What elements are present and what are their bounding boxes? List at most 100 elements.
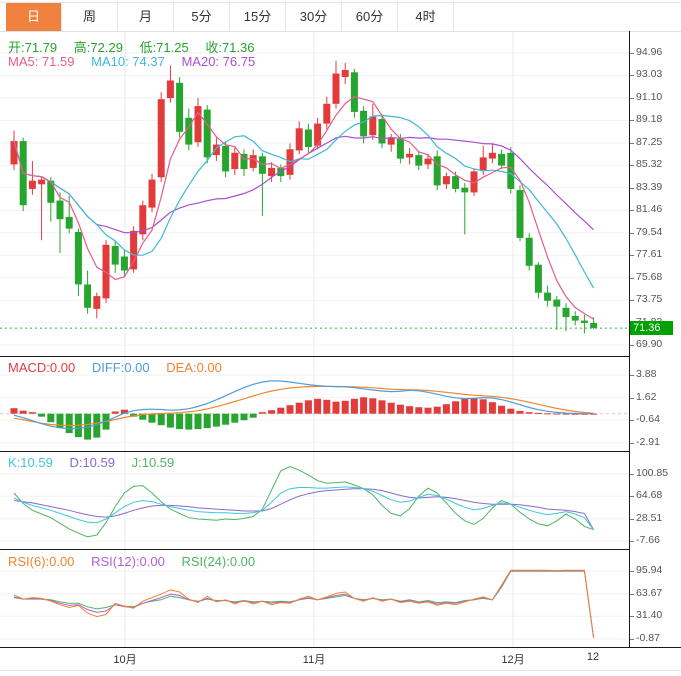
macd-histogram-bar — [277, 407, 285, 414]
macd-histogram-bar — [378, 400, 386, 414]
macd-histogram-bar — [166, 413, 174, 428]
candle-body — [341, 70, 349, 77]
x-axis-label: 12月 — [501, 654, 525, 666]
rsi-panel-chart[interactable] — [0, 549, 681, 647]
toolbar-tab[interactable]: 15分 — [230, 3, 286, 31]
candle-body — [203, 109, 211, 158]
d-value: D:10.59 — [69, 455, 115, 470]
y-axis-tick — [630, 474, 634, 475]
macd-histogram-bar — [194, 413, 202, 430]
macd-panel-chart[interactable] — [0, 356, 681, 451]
j-value: J:10.59 — [131, 455, 175, 470]
candle-body — [157, 99, 165, 178]
y-axis-label: 28.51 — [636, 512, 663, 524]
candle-body — [148, 179, 156, 208]
main-macd-separator — [0, 356, 629, 357]
ma5-value: MA5: 71.59 — [8, 54, 75, 69]
y-axis-tick — [630, 616, 634, 617]
candle-body — [369, 116, 377, 136]
macd-histogram-bar — [19, 410, 27, 414]
candle-body — [396, 138, 404, 159]
indicator-line — [13, 569, 595, 639]
macd-histogram-bar — [212, 413, 220, 427]
candle-body — [562, 307, 570, 318]
y-axis-tick — [630, 143, 634, 144]
toolbar-tab[interactable]: 5分 — [174, 3, 230, 31]
macd-histogram-bar — [415, 407, 423, 414]
kdj-rsi-separator — [0, 549, 629, 550]
candle-body — [479, 157, 487, 171]
candle-body — [231, 152, 239, 170]
candle-body — [498, 153, 506, 166]
candle-body — [516, 190, 524, 238]
y-axis-border — [629, 31, 630, 647]
toolbar-tab[interactable]: 4时 — [398, 3, 454, 31]
macd-kdj-separator — [0, 451, 629, 452]
candle-body — [452, 176, 460, 189]
macd-histogram-bar — [203, 413, 211, 429]
candle-body — [166, 80, 174, 98]
candle-body — [258, 156, 266, 174]
candle-body — [111, 246, 119, 265]
candle-body — [378, 119, 386, 144]
open-value: 开:71.79 — [8, 40, 58, 55]
macd-histogram-bar — [350, 398, 358, 414]
y-axis-tick — [630, 594, 634, 595]
x-axis-label: 10月 — [113, 654, 137, 666]
toolbar-divider — [0, 31, 681, 32]
candle-body — [350, 72, 358, 112]
candle-body — [387, 137, 395, 145]
macd-histogram-bar — [314, 398, 322, 414]
candle-body — [553, 299, 561, 307]
indicator-line — [13, 95, 594, 320]
candle-body — [314, 123, 322, 146]
indicator-line — [13, 488, 595, 530]
macd-histogram-bar — [286, 405, 294, 414]
y-axis-label: -0.64 — [636, 413, 660, 425]
macd-histogram-bar — [139, 413, 147, 420]
high-value: 高:72.29 — [73, 40, 123, 55]
macd-histogram-bar — [488, 402, 496, 414]
candle-body — [84, 284, 92, 308]
low-value: 低:71.25 — [139, 40, 189, 55]
chart-bottom-separator — [0, 647, 681, 648]
y-axis-tick — [630, 75, 634, 76]
rsi6-value: RSI(6):0.00 — [8, 554, 75, 569]
main-candlestick-chart[interactable] — [0, 31, 681, 356]
y-axis-tick — [630, 98, 634, 99]
macd-histogram-bar — [231, 413, 239, 423]
candle-body — [47, 180, 55, 203]
toolbar-tab[interactable]: 周 — [62, 3, 118, 31]
macd-histogram-bar — [157, 413, 165, 426]
y-axis-label: -2.91 — [636, 436, 660, 448]
y-axis-label: -0.87 — [636, 632, 660, 644]
macd-histogram-bar — [479, 399, 487, 414]
candle-body — [194, 106, 202, 143]
y-axis-tick — [630, 120, 634, 121]
candle-body — [74, 232, 82, 285]
y-axis-tick — [630, 255, 634, 256]
y-axis-tick — [630, 278, 634, 279]
macd-value: MACD:0.00 — [8, 360, 76, 375]
candle-body — [580, 320, 588, 323]
macd-histogram-bar — [571, 413, 579, 415]
macd-histogram-bar — [341, 400, 349, 414]
y-axis-label: 3.88 — [636, 368, 657, 380]
macd-histogram-bar — [268, 410, 276, 414]
period-toolbar: 日周月 5分 15分 30分 60分 4时 — [6, 3, 454, 31]
candle-body — [442, 176, 450, 185]
candle-body — [56, 200, 64, 220]
kdj-readout: K:10.59 D:10.59 J:10.59 — [8, 455, 187, 470]
candle-body — [507, 152, 515, 189]
candle-body — [488, 152, 496, 159]
kdj-panel-chart[interactable] — [0, 451, 681, 549]
toolbar-tab[interactable]: 30分 — [286, 3, 342, 31]
indicator-line — [13, 385, 594, 427]
toolbar-tab[interactable]: 日 — [6, 3, 62, 31]
candle-body — [590, 323, 598, 328]
toolbar-tab[interactable]: 60分 — [342, 3, 398, 31]
macd-histogram-bar — [148, 413, 156, 423]
toolbar-tab[interactable]: 月 — [118, 3, 174, 31]
candle-body — [139, 205, 147, 235]
